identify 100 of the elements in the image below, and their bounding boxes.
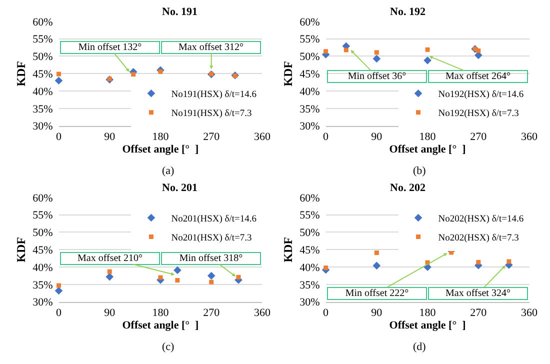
x-tick-label: 180	[419, 307, 436, 320]
y-tick-label: 45%	[300, 244, 320, 257]
x-tick-label: 90	[104, 131, 116, 144]
y-tick-label: 50%	[32, 51, 53, 64]
point	[54, 76, 63, 85]
annotation: Max offset 312°	[178, 42, 244, 53]
legend-label: No202(HSX) δ/t=7.3	[438, 233, 520, 244]
point	[425, 47, 430, 52]
text: (c)	[162, 341, 175, 353]
legend-label: No201(HSX) δ/t=7.3	[171, 233, 252, 244]
x-tick-label: 0	[323, 131, 330, 144]
point	[106, 272, 114, 281]
legend-label: No202(HSX) δ/t=14.6	[438, 214, 524, 224]
x-tick-label: 360	[521, 307, 538, 320]
annotation: Max offset 264°	[446, 71, 510, 82]
y-tick-label: 55%	[300, 34, 320, 46]
legend-label: No191(HSX) δ/t=7.3	[171, 109, 252, 120]
y-tick-label: 60%	[300, 16, 320, 28]
y-tick-label: 50%	[300, 51, 320, 64]
y-tick-label: 40%	[300, 86, 320, 98]
text: (b)	[413, 165, 426, 177]
y-tick-label: 40%	[300, 262, 320, 274]
y-tick-label: 40%	[32, 262, 53, 274]
x-tick-label: 270	[203, 307, 220, 320]
x-axis-title: Offset angle [° ]	[122, 143, 199, 156]
y-tick-label: 55%	[300, 210, 320, 222]
point	[372, 262, 381, 270]
y-tick-label: 45%	[300, 68, 320, 81]
x-tick-label: 270	[203, 131, 220, 144]
legend-label: No201(HSX) δ/t=14.6	[171, 214, 257, 224]
y-tick-label: 40%	[32, 86, 53, 98]
x-axis-title: Offset angle [° ]	[389, 143, 466, 156]
point	[56, 72, 62, 76]
point	[158, 275, 163, 280]
annotation: Min offset 36°	[348, 71, 406, 82]
y-tick-label: 30%	[300, 296, 320, 309]
annotation: Max offset 210°	[78, 253, 142, 264]
y-axis-title: KDF	[14, 236, 28, 262]
point	[476, 48, 481, 53]
x-tick-label: 180	[152, 307, 170, 320]
text: (d)	[413, 341, 426, 353]
y-tick-label: 60%	[300, 192, 320, 204]
annotation: Min offset 132°	[78, 42, 142, 53]
x-tick-label: 270	[470, 307, 488, 320]
y-tick-label: 45%	[32, 244, 53, 257]
y-axis-title: KDF	[280, 236, 295, 262]
x-axis-title: Offset angle [° ]	[122, 319, 199, 332]
y-tick-label: 50%	[32, 227, 53, 240]
point	[372, 54, 381, 63]
x-tick-label: 180	[419, 131, 436, 144]
y-tick-label: 30%	[32, 120, 53, 133]
point	[236, 274, 241, 280]
text: (a)	[162, 165, 175, 177]
x-tick-label: 360	[254, 131, 271, 144]
y-tick-label: 35%	[32, 103, 53, 116]
point	[175, 278, 180, 283]
point	[207, 272, 216, 280]
point	[324, 49, 328, 54]
y-tick-label: 35%	[300, 103, 320, 116]
point	[107, 269, 112, 274]
x-tick-label: 90	[104, 307, 116, 320]
y-tick-label: 30%	[300, 120, 320, 133]
y-tick-label: 45%	[32, 68, 53, 81]
x-tick-label: 90	[371, 307, 383, 320]
annotation: Min offset 318°	[179, 253, 243, 264]
y-tick-label: 55%	[32, 210, 53, 222]
y-tick-label: 35%	[300, 279, 320, 292]
point	[344, 48, 348, 52]
point	[424, 56, 432, 64]
point	[476, 260, 481, 264]
legend-label: No192(HSX) δ/t=14.6	[438, 90, 524, 100]
chart-title: No. 202	[390, 182, 426, 194]
chart-title: No. 191	[162, 6, 198, 18]
y-tick-label: 60%	[32, 192, 53, 204]
x-axis-title: Offset angle [° ]	[389, 319, 466, 332]
x-tick-label: 0	[56, 307, 62, 320]
y-tick-label: 60%	[32, 16, 53, 28]
x-tick-label: 180	[152, 131, 170, 144]
point	[374, 50, 379, 55]
annotation: Max offset 324°	[446, 288, 510, 299]
legend-label: No192(HSX) δ/t=7.3	[438, 109, 520, 120]
chart-title: No. 192	[390, 6, 426, 18]
y-tick-label: 35%	[32, 279, 53, 292]
annotation: Min offset 222°	[345, 288, 409, 299]
x-tick-label: 90	[371, 131, 383, 144]
legend-label: No191(HSX) δ/t=14.6	[171, 90, 257, 100]
point	[174, 266, 182, 274]
point	[324, 266, 328, 270]
y-tick-label: 55%	[32, 34, 53, 46]
x-tick-label: 360	[254, 307, 271, 320]
chart-title: No. 201	[162, 182, 198, 194]
y-axis-title: KDF	[280, 60, 295, 86]
x-tick-label: 360	[521, 131, 538, 144]
y-tick-label: 50%	[300, 227, 320, 240]
x-tick-label: 0	[323, 307, 330, 320]
x-tick-label: 270	[470, 131, 488, 144]
point	[56, 283, 62, 288]
point	[374, 250, 379, 256]
point	[131, 72, 136, 77]
y-tick-label: 30%	[32, 296, 53, 309]
